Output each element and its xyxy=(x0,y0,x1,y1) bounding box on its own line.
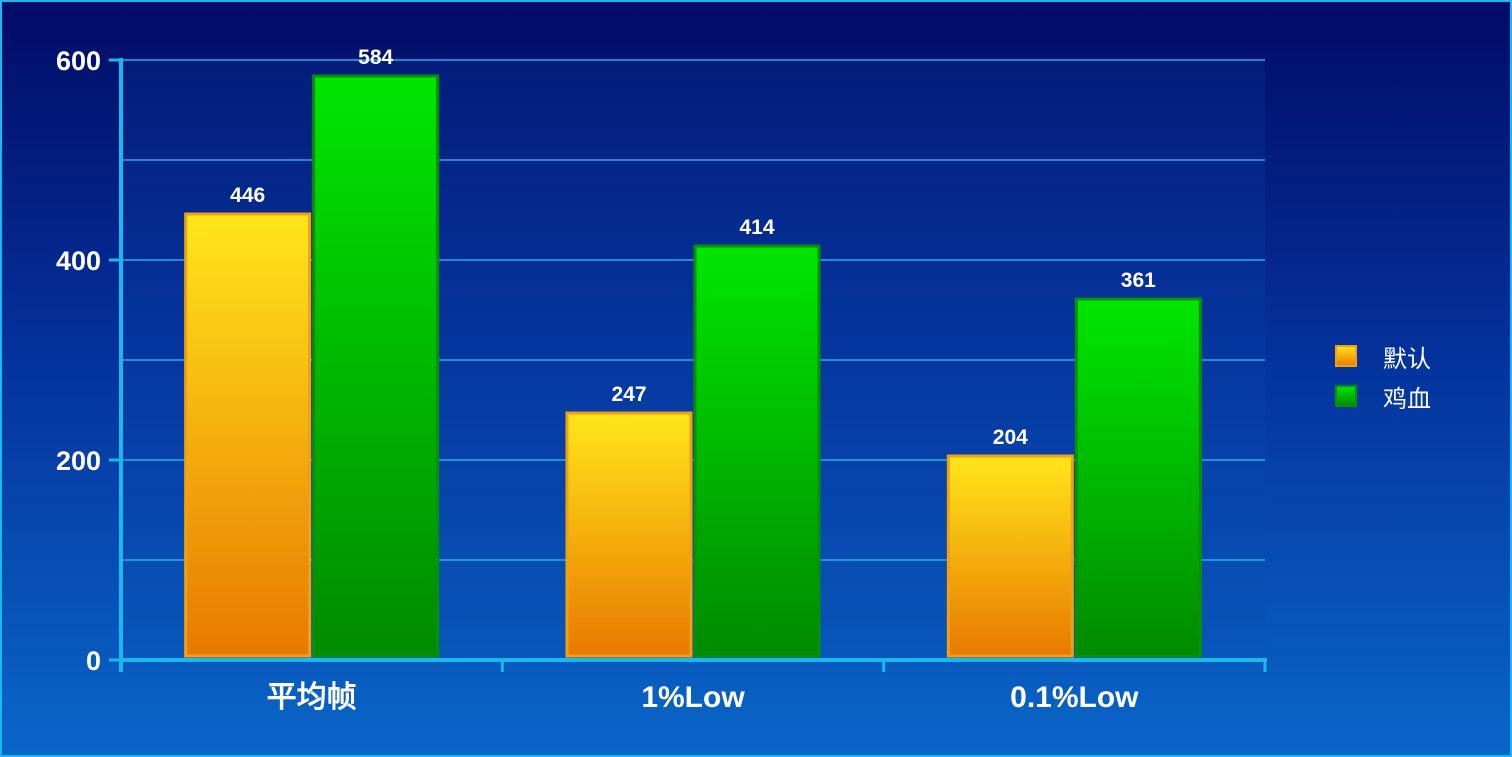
y-tick-label: 400 xyxy=(56,246,101,276)
data-label: 414 xyxy=(739,216,774,239)
legend-label-boost: 鸡血 xyxy=(1383,385,1431,413)
x-category-label: 平均帧 xyxy=(267,681,357,714)
y-tick-label: 600 xyxy=(56,46,101,76)
bar-default xyxy=(184,212,312,658)
bar-boost xyxy=(312,74,440,658)
x-axis: 平均帧 1%Low 0.1%Low xyxy=(119,658,1267,714)
legend: 默认 鸡血 xyxy=(1335,345,1431,413)
x-category-label: 0.1%Low xyxy=(1010,681,1139,714)
bars xyxy=(184,74,1202,658)
x-category-label: 1%Low xyxy=(641,681,745,714)
y-axis: 0 200 400 600 xyxy=(56,46,123,676)
legend-label-default: 默认 xyxy=(1383,345,1431,373)
data-labels: 446 584 247 414 204 361 xyxy=(230,46,1156,449)
gridlines xyxy=(121,59,1265,561)
data-label: 446 xyxy=(230,184,265,207)
bar-boost xyxy=(693,244,821,658)
bar-default xyxy=(565,411,693,658)
data-label: 204 xyxy=(993,426,1028,449)
data-label: 361 xyxy=(1121,269,1156,292)
data-label: 247 xyxy=(611,383,646,406)
bar-default xyxy=(946,454,1074,658)
legend-swatch-boost xyxy=(1335,385,1357,407)
data-label: 584 xyxy=(358,46,393,69)
bar-boost xyxy=(1074,297,1202,658)
legend-swatch-default xyxy=(1335,345,1357,367)
y-tick-label: 200 xyxy=(56,446,101,476)
y-tick-label: 0 xyxy=(86,646,101,676)
